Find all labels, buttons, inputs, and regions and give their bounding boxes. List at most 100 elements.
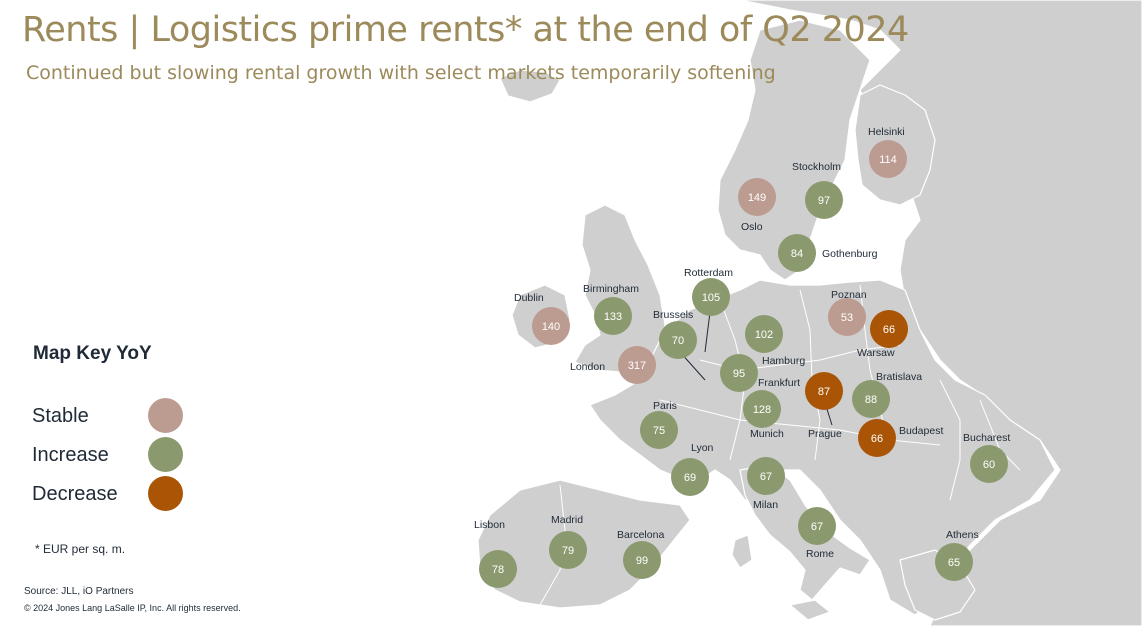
city-marker-stockholm: 97 Stockholm (792, 161, 843, 219)
city-name-label: Paris (653, 400, 677, 412)
city-name-label: Prague (808, 428, 842, 440)
city-bubble-poznan (828, 298, 866, 336)
map-key-swatch (148, 476, 183, 511)
city-marker-munich: 128 Munich (743, 390, 784, 440)
city-marker-frankfurt: 95 Frankfurt (720, 354, 800, 392)
city-bubble-athens (935, 543, 973, 581)
city-bubble-prague (805, 372, 843, 410)
city-rent-value: 105 (702, 292, 720, 304)
city-name-label: Rome (806, 548, 834, 560)
map-key-label: Stable (32, 405, 89, 427)
city-rent-value: 67 (811, 521, 823, 533)
city-bubble-warsaw (870, 310, 908, 348)
city-bubble-milan (747, 457, 785, 495)
city-name-label: Budapest (899, 425, 943, 437)
city-rent-value: 84 (791, 248, 803, 260)
map-key-label: Increase (32, 444, 109, 466)
city-bubble-london (618, 346, 656, 384)
city-bubble-dublin (532, 307, 570, 345)
city-rent-value: 66 (883, 324, 895, 336)
city-name-label: Lyon (691, 442, 714, 454)
city-bubble-bratislava (852, 380, 890, 418)
city-rent-value: 60 (983, 459, 995, 471)
map-key-item-increase: Increase (32, 437, 202, 473)
city-bubble-frankfurt (720, 354, 758, 392)
map-key-swatch (148, 437, 183, 472)
city-rent-value: 88 (865, 394, 877, 406)
city-bubble-lisbon (479, 550, 517, 588)
city-rent-value: 128 (753, 404, 771, 416)
city-bubble-rome (798, 507, 836, 545)
city-bubble-stockholm (805, 181, 843, 219)
city-marker-rome: 67 Rome (798, 507, 836, 560)
city-marker-madrid: 79 Madrid (549, 514, 587, 569)
city-marker-london: 317 London (570, 346, 656, 384)
city-marker-bucharest: 60 Bucharest (963, 432, 1010, 483)
city-bubble-lyon (671, 458, 709, 496)
city-name-label: Oslo (741, 221, 763, 233)
city-bubble-barcelona (623, 541, 661, 579)
city-marker-birmingham: 133 Birmingham (583, 283, 639, 335)
city-name-label: Birmingham (583, 283, 639, 295)
city-name-label: Poznan (831, 289, 867, 301)
city-name-label: Bratislava (876, 371, 922, 383)
city-rent-value: 114 (879, 154, 897, 166)
city-marker-brussels: 70 Brussels (653, 309, 697, 359)
city-name-label: Bucharest (963, 432, 1010, 444)
city-marker-oslo: 149 Oslo (738, 178, 776, 233)
map-key-label: Decrease (32, 483, 118, 505)
city-marker-bratislava: 88 Bratislava (852, 371, 922, 418)
city-marker-paris: 75 Paris (640, 400, 678, 449)
city-bubble-hamburg (745, 315, 783, 353)
city-marker-budapest: 66 Budapest (858, 419, 943, 457)
city-marker-milan: 67 Milan (747, 457, 785, 511)
city-marker-lisbon: 78 Lisbon (474, 519, 517, 588)
city-rent-value: 69 (684, 472, 696, 484)
city-bubble-madrid (549, 531, 587, 569)
city-name-label: Rotterdam (684, 267, 733, 279)
page-subtitle: Continued but slowing rental growth with… (26, 62, 776, 84)
city-name-label: Lisbon (474, 519, 505, 531)
city-marker-dublin: 140 Dublin (514, 292, 570, 345)
city-name-label: Brussels (653, 309, 693, 321)
city-name-label: Frankfurt (758, 377, 800, 389)
city-marker-hamburg: 102 Hamburg (745, 315, 805, 367)
city-rent-value: 67 (760, 471, 772, 483)
source-note: Source: JLL, iO Partners (24, 586, 134, 597)
city-rent-value: 317 (628, 360, 646, 372)
city-bubble-helsinki (869, 140, 907, 178)
city-bubble-munich (743, 390, 781, 428)
map-key-swatch (148, 398, 183, 433)
map-key-item-decrease: Decrease (32, 476, 202, 512)
city-name-label: Munich (750, 428, 784, 440)
city-bubble-oslo (738, 178, 776, 216)
city-marker-lyon: 69 Lyon (671, 442, 714, 496)
city-rent-value: 97 (818, 195, 830, 207)
city-bubble-rotterdam (692, 278, 730, 316)
city-marker-barcelona: 99 Barcelona (617, 529, 664, 579)
city-rent-value: 133 (604, 311, 622, 323)
map-key-title: Map Key YoY (33, 343, 152, 364)
city-name-label: Warsaw (857, 347, 895, 359)
city-name-label: Milan (753, 499, 778, 511)
city-rent-value: 99 (636, 555, 648, 567)
footnote: * EUR per sq. m. (35, 542, 126, 556)
city-name-label: Barcelona (617, 529, 664, 541)
city-marker-warsaw: 66 Warsaw (857, 310, 908, 359)
city-rent-value: 75 (653, 425, 665, 437)
city-name-label: Helsinki (868, 126, 905, 138)
city-marker-helsinki: 114 Helsinki (868, 126, 907, 178)
city-rent-value: 70 (672, 335, 684, 347)
page-title: Rents | Logistics prime rents* at the en… (22, 10, 909, 50)
city-rent-value: 79 (562, 545, 574, 557)
city-rent-value: 66 (871, 433, 883, 445)
city-name-label: London (570, 361, 605, 373)
city-rent-value: 78 (492, 564, 504, 576)
city-name-label: Dublin (514, 292, 544, 304)
city-bubble-bucharest (970, 445, 1008, 483)
city-bubble-paris (640, 411, 678, 449)
map-key-item-stable: Stable (32, 398, 202, 434)
city-name-label: Athens (946, 529, 979, 541)
city-rent-value: 149 (748, 192, 766, 204)
